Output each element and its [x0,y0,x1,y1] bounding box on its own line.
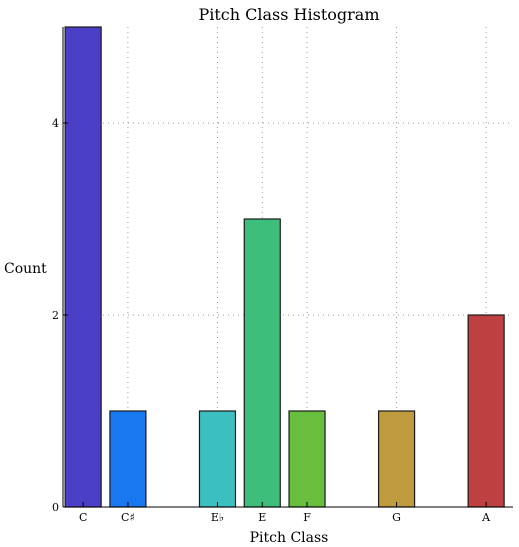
y-tick-label-1: 2 [52,309,59,322]
chart-title: Pitch Class Histogram [198,5,379,24]
x-tick-label-0: C [79,511,87,524]
bar-4 [288,410,326,508]
bars [64,26,505,508]
bar-0 [64,26,102,508]
x-tick-label-4: F [303,511,311,524]
x-tick-label-3: E [258,511,266,524]
x-tick-label-5: G [392,511,401,524]
axes [62,27,513,508]
x-tick-label-1: C♯ [121,511,135,524]
bar-2 [198,410,237,508]
x-axis-label: Pitch Class [250,530,329,546]
bar-1 [109,410,147,508]
bar-6 [467,314,505,508]
y-axis-label: Count [4,261,47,277]
tick-labels: 0 2 4 C C♯ E♭ E F G A [52,117,491,524]
x-tick-label-2: E♭ [211,511,224,524]
bar-3 [243,218,281,508]
bar-5 [377,410,416,508]
y-tick-label-0: 0 [52,501,59,514]
grid [63,27,513,507]
x-tick-label-6: A [481,511,491,524]
y-tick-label-2: 4 [52,117,59,130]
